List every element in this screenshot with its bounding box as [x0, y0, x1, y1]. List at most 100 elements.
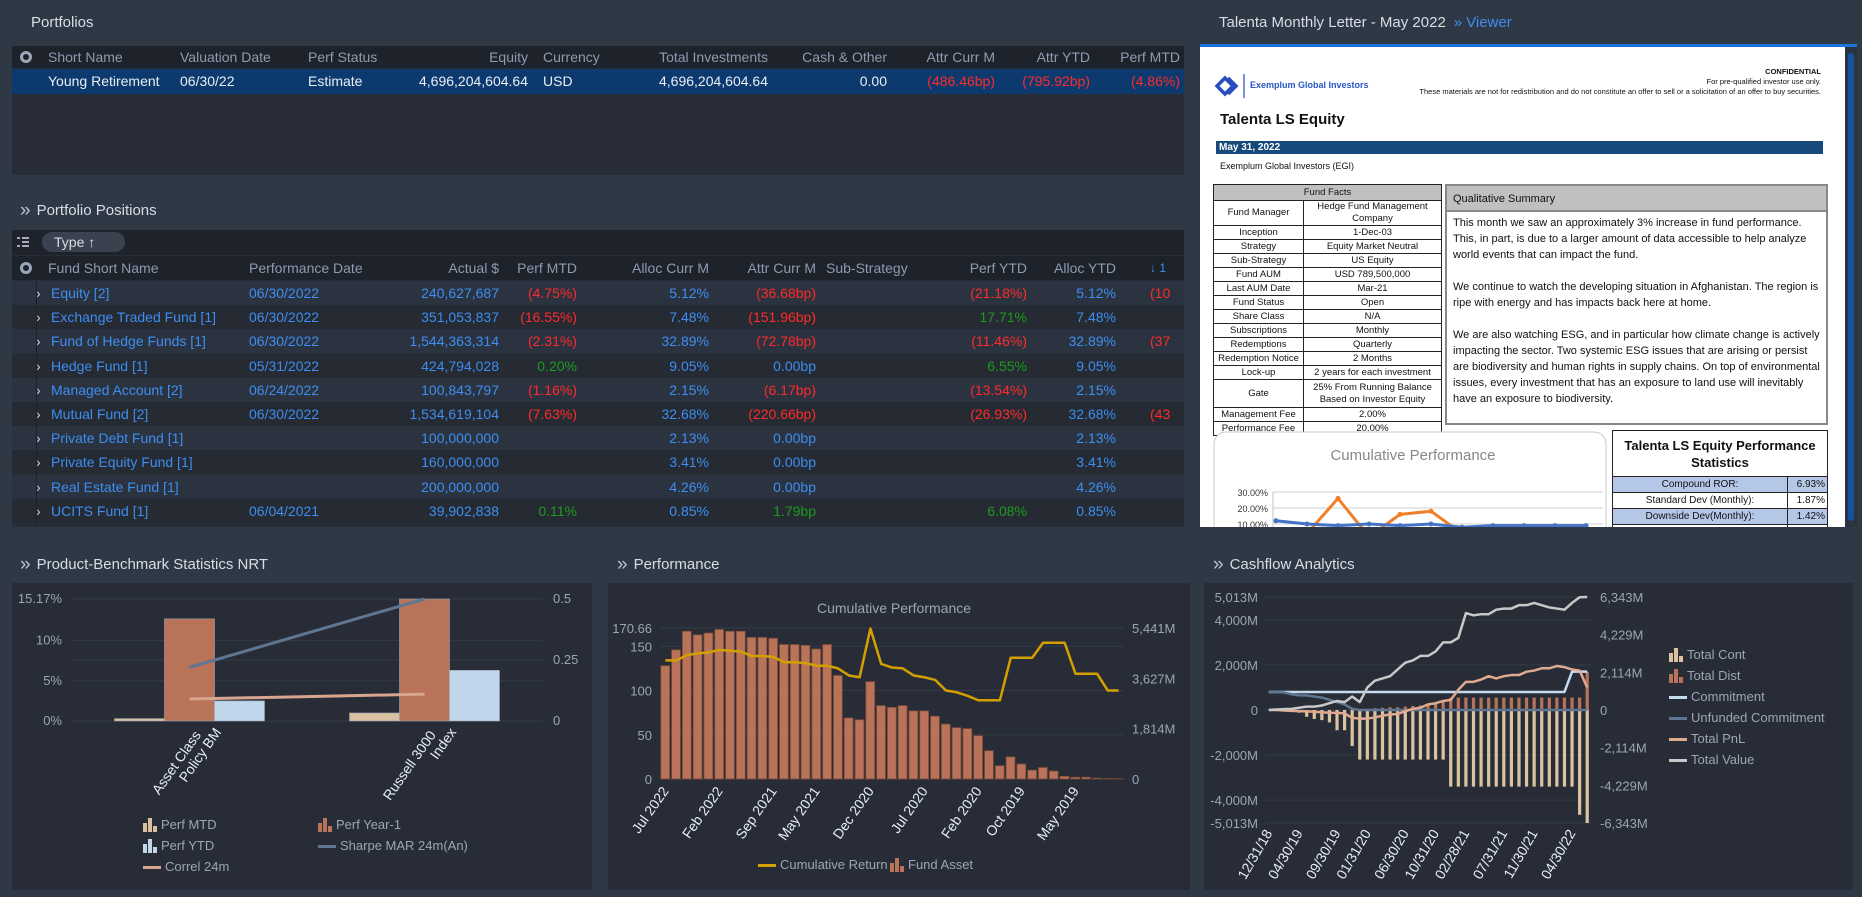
cell-name[interactable]: Equity [2] — [51, 285, 110, 301]
cell-attr-curr-m: (36.68bp) — [756, 285, 816, 301]
expand-chevron-icon[interactable]: › — [36, 502, 41, 519]
column-header-perf-mtd[interactable]: Perf MTD — [1120, 49, 1180, 65]
expand-chevron-icon[interactable]: › — [36, 333, 41, 350]
cell-attr-curr-m: (72.78bp) — [756, 333, 816, 350]
position-row[interactable]: › Exchange Traded Fund [1] 06/30/2022 351,0… — [12, 305, 1184, 330]
collapse-chevron-icon[interactable]: » — [617, 554, 628, 575]
position-row[interactable]: › Hedge Fund [1] 05/31/2022 424,794,028 0.20… — [12, 353, 1184, 378]
legend-label: Total Value — [1691, 752, 1755, 767]
fact-label: Fund Status — [1213, 295, 1304, 310]
bar-fund-asset — [789, 644, 800, 780]
legend-item-cumulative-return[interactable]: Cumulative Return — [758, 857, 888, 872]
legend-item-perf-year-1[interactable]: Perf Year-1 — [318, 817, 401, 832]
document-scrollbar[interactable] — [1845, 47, 1857, 527]
portfolio-row[interactable]: Young Retirement 06/30/22 Estimate 4,696,20… — [12, 69, 1184, 94]
bar-total-cont — [1540, 710, 1544, 787]
cell-name[interactable]: Hedge Fund [1] — [51, 357, 148, 374]
column-header-currency[interactable]: Currency — [543, 49, 600, 65]
expand-chevron-icon[interactable]: › — [36, 309, 41, 326]
collapse-chevron-icon[interactable]: » — [1213, 554, 1224, 575]
expand-chevron-icon[interactable]: › — [36, 430, 41, 447]
expand-chevron-icon[interactable]: › — [36, 406, 41, 422]
document-viewer[interactable]: Exemplum Global Investors CONFIDENTIAL F… — [1200, 44, 1857, 527]
stat-label: Downside Dev(Monthly): — [1612, 508, 1788, 525]
legend-item-commitment[interactable]: Commitment — [1669, 689, 1765, 704]
viewer-link[interactable]: Viewer — [1466, 14, 1512, 31]
legend-item-perf-ytd[interactable]: Perf YTD — [143, 838, 214, 853]
column-header-perf-ytd[interactable]: Perf YTD — [969, 260, 1027, 276]
column-header-valuation-date[interactable]: Valuation Date — [180, 49, 271, 65]
legend-item-perf-mtd[interactable]: Perf MTD — [143, 817, 217, 832]
column-header-equity[interactable]: Equity — [489, 49, 528, 65]
position-row[interactable]: › Mutual Fund [2] 06/30/2022 1,534,619,104 (… — [12, 402, 1184, 426]
legend-item-total-cont[interactable]: Total Cont — [1669, 647, 1746, 662]
column-header-attr-curr-m[interactable]: Attr Curr M — [926, 49, 995, 65]
column-header-cash-other[interactable]: Cash & Other — [802, 49, 887, 65]
position-row[interactable]: › Real Estate Fund [1] 200,000,000 4.26% 0.0… — [12, 474, 1184, 499]
position-row[interactable]: › UCITS Fund [1] 06/04/2021 39,902,838 0.11%… — [12, 498, 1184, 523]
column-header-date[interactable]: Performance Date — [249, 260, 363, 276]
cell-attr-curr-m: 0.00bp — [773, 357, 816, 374]
column-visibility-eye-icon[interactable] — [16, 50, 38, 64]
x-tick-label: Jul 2022 — [628, 783, 672, 836]
position-row[interactable]: › Private Equity Fund [1] 160,000,000 3.41%… — [12, 450, 1184, 475]
cell-name[interactable]: Exchange Traded Fund [1] — [51, 309, 216, 326]
cell-name[interactable]: UCITS Fund [1] — [51, 502, 149, 519]
performance-statistics-table: Talenta LS Equity Performance Statistics… — [1612, 430, 1828, 527]
column-visibility-eye-icon[interactable] — [16, 261, 38, 275]
expand-chevron-icon[interactable]: › — [36, 478, 41, 495]
cell-perf-ytd: (13.54%) — [970, 381, 1027, 398]
fund-fact-row: Subscriptions Monthly — [1213, 323, 1442, 338]
fact-label: Strategy — [1213, 239, 1304, 254]
cell-name[interactable]: Real Estate Fund [1] — [51, 478, 179, 495]
cell-name[interactable]: Managed Account [2] — [51, 381, 183, 398]
bar-total-dist — [1555, 697, 1559, 710]
legend-item-fund-asset[interactable]: Fund Asset — [890, 857, 973, 872]
cell-name[interactable]: Private Equity Fund [1] — [51, 454, 193, 471]
collapse-chevron-icon[interactable]: » — [20, 200, 31, 221]
column-header-total-investments[interactable]: Total Investments — [659, 49, 768, 65]
sort-indicator[interactable]: ↓ 1 — [1150, 261, 1167, 275]
position-row[interactable]: › Managed Account [2] 06/24/2022 100,843,79… — [12, 377, 1184, 402]
position-row[interactable]: › Fund of Hedge Funds [1] 06/30/2022 1,544,… — [12, 329, 1184, 354]
position-row[interactable]: › Equity [2] 06/30/2022 240,627,687 (4.75%) 5… — [12, 281, 1184, 305]
collapse-chevron-icon[interactable]: » — [20, 554, 31, 575]
column-header-attr-ytd[interactable]: Attr YTD — [1036, 49, 1090, 65]
column-header-actual[interactable]: Actual $ — [448, 260, 499, 276]
group-chip-type[interactable]: Type ↑ — [42, 232, 125, 252]
column-header-attr-curr-m[interactable]: Attr Curr M — [747, 260, 816, 276]
cell-last: (43 — [1150, 406, 1171, 422]
expand-chevron-icon[interactable]: › — [36, 357, 41, 374]
y-left-tick-label: -2,000M — [1210, 748, 1258, 763]
cell-name[interactable]: Private Debt Fund [1] — [51, 430, 184, 447]
fact-label: Management Fee — [1213, 407, 1304, 422]
cell-name[interactable]: Fund of Hedge Funds [1] — [51, 333, 206, 350]
portfolios-title: Portfolios — [31, 14, 94, 31]
cell-name[interactable]: Mutual Fund [2] — [51, 406, 149, 422]
legend-item-sharpe-mar-24m-an-[interactable]: Sharpe MAR 24m(An) — [318, 838, 468, 853]
scrollbar-thumb[interactable] — [1848, 53, 1854, 521]
bar-total-dist — [1403, 706, 1407, 710]
expand-chevron-icon[interactable]: › — [36, 285, 41, 301]
column-header-alloc-curr-m[interactable]: Alloc Curr M — [631, 260, 709, 276]
position-row[interactable]: › Private Debt Fund [1] 100,000,000 2.13% 0.… — [12, 426, 1184, 451]
legend-item-total-pnl[interactable]: Total PnL — [1669, 731, 1745, 746]
legend-item-total-value[interactable]: Total Value — [1669, 752, 1754, 767]
column-header-sub-strategy[interactable]: Sub-Strategy — [826, 260, 908, 276]
legend-label: Perf YTD — [161, 838, 215, 853]
column-header-name[interactable]: Fund Short Name — [48, 260, 159, 276]
column-header-perf-mtd[interactable]: Perf MTD — [517, 260, 577, 276]
portfolios-grid: Short Name Valuation Date Perf Status Equit… — [12, 46, 1184, 175]
data-point — [1428, 508, 1434, 514]
expand-chevron-icon[interactable]: › — [36, 454, 41, 471]
legend-item-correl-24m[interactable]: Correl 24m — [143, 859, 229, 874]
column-header-perf-status[interactable]: Perf Status — [308, 49, 378, 65]
bar-total-cont — [1380, 710, 1385, 760]
column-header-alloc-ytd[interactable]: Alloc YTD — [1054, 260, 1116, 276]
legend-item-total-dist[interactable]: Total Dist — [1669, 668, 1740, 683]
fund-fact-row: Share Class N/A — [1213, 309, 1442, 324]
legend-item-unfunded-commitment[interactable]: Unfunded Commitment — [1669, 710, 1825, 725]
column-header-short-name[interactable]: Short Name — [48, 49, 123, 65]
expand-chevron-icon[interactable]: › — [36, 381, 41, 398]
group-list-icon[interactable] — [17, 237, 29, 248]
